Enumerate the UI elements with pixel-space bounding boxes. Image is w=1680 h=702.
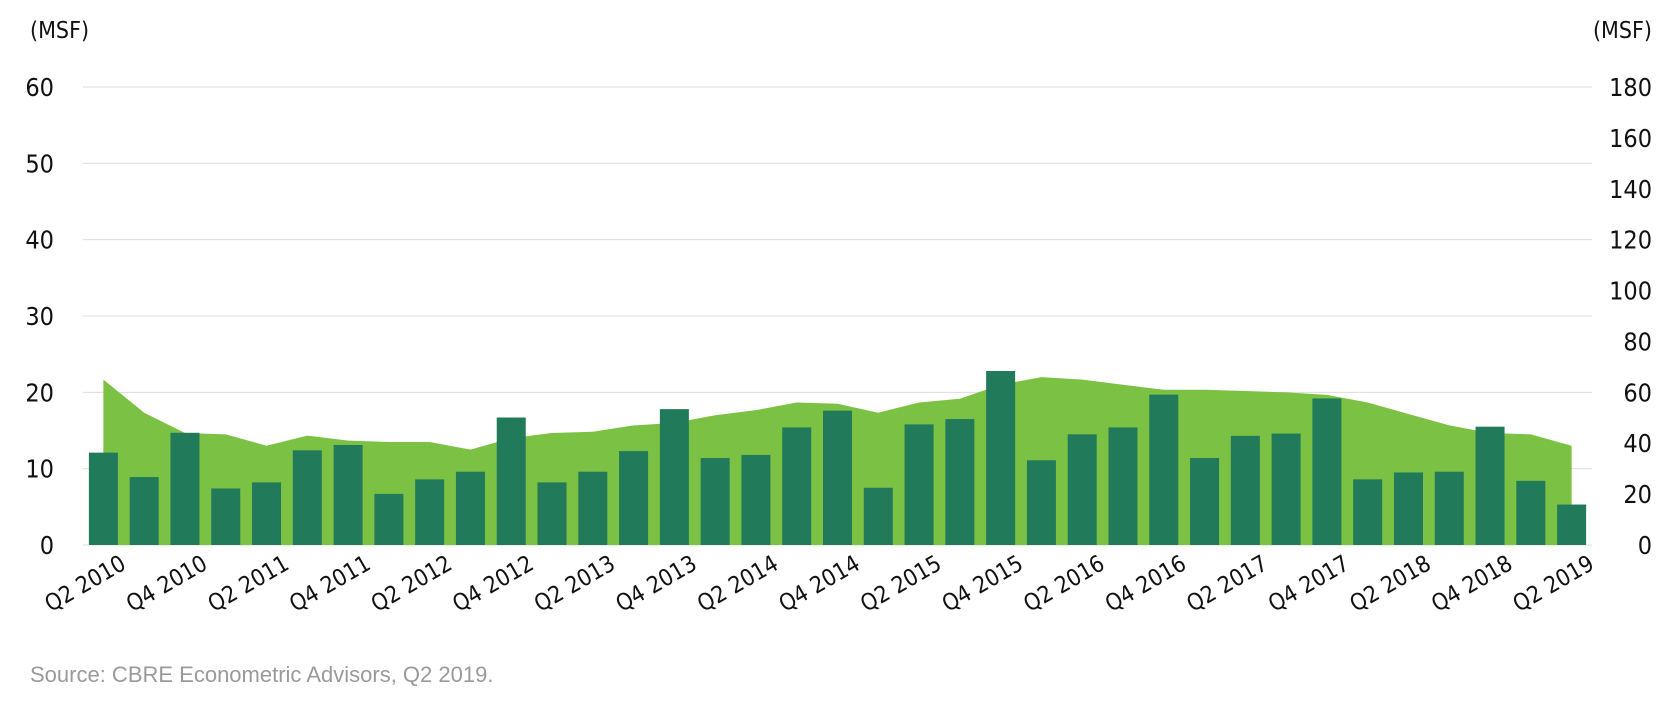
right-tick-label: 140	[1609, 175, 1652, 204]
right-tick-label: 40	[1623, 429, 1652, 458]
bar-q2-2011	[252, 482, 282, 545]
bar-q3-2015	[945, 419, 975, 545]
x-tick-label: Q4 2013	[612, 551, 702, 618]
bar-q3-2011	[292, 450, 322, 545]
bar-q1-2017	[1190, 457, 1220, 545]
right-tick-label: 160	[1609, 124, 1652, 153]
x-tick-label: Q2 2010	[41, 551, 131, 618]
right-tick-label: 20	[1623, 480, 1652, 509]
bar-q1-2018	[1353, 479, 1383, 545]
x-tick-label: Q4 2012	[448, 551, 538, 618]
bar-q1-2013	[537, 482, 567, 545]
bar-series	[88, 370, 1587, 545]
bar-q4-2011	[333, 445, 363, 545]
bar-q3-2013	[619, 451, 649, 545]
left-tick-label: 10	[25, 455, 54, 484]
bar-q3-2012	[455, 471, 485, 545]
right-axis-label: (MSF)	[1593, 18, 1652, 44]
bar-q2-2012	[415, 479, 445, 545]
left-tick-label: 20	[25, 378, 54, 407]
left-tick-label: 0	[40, 531, 54, 560]
bar-q4-2018	[1475, 426, 1505, 545]
source-note: Source: CBRE Econometric Advisors, Q2 20…	[30, 662, 493, 687]
x-tick-label: Q4 2011	[285, 551, 375, 618]
x-tick-label: Q2 2013	[530, 551, 620, 618]
bar-q2-2016	[1067, 434, 1097, 545]
right-tick-label: 60	[1623, 378, 1652, 407]
x-tick-label: Q4 2014	[775, 551, 865, 618]
left-tick-label: 30	[25, 302, 54, 331]
right-tick-label: 100	[1609, 277, 1652, 306]
bar-q4-2017	[1312, 398, 1342, 545]
bar-q4-2015	[986, 370, 1016, 545]
bar-q1-2011	[211, 488, 241, 545]
bar-q1-2019	[1516, 480, 1546, 545]
x-tick-label: Q2 2014	[693, 551, 783, 618]
bar-q1-2012	[374, 493, 404, 545]
bar-q1-2016	[1026, 460, 1056, 545]
bar-q4-2013	[659, 409, 689, 545]
x-tick-label: Q2 2019	[1509, 551, 1599, 618]
bar-q1-2015	[863, 487, 893, 545]
bar-q4-2010	[170, 432, 200, 545]
bar-q2-2014	[741, 454, 771, 545]
x-tick-label: Q4 2017	[1264, 551, 1354, 618]
bar-q3-2017	[1271, 433, 1301, 545]
right-axis-ticks: 0 20 40 60 80 100 120 140 160 180	[1609, 73, 1652, 560]
x-tick-label: Q2 2016	[1019, 551, 1109, 618]
x-tick-label: Q2 2015	[856, 551, 946, 618]
x-tick-label: Q2 2018	[1346, 551, 1436, 618]
x-tick-label: Q4 2018	[1427, 551, 1517, 618]
bar-q3-2016	[1108, 427, 1138, 545]
bar-q2-2010	[88, 452, 118, 545]
bar-q4-2016	[1149, 394, 1179, 545]
bar-q2-2019	[1557, 504, 1587, 545]
bar-q2-2015	[904, 424, 934, 545]
bar-q3-2018	[1434, 471, 1464, 545]
bar-q4-2012	[496, 417, 526, 545]
right-tick-label: 80	[1623, 327, 1652, 356]
bar-q2-2018	[1393, 472, 1423, 545]
bar-q3-2014	[782, 427, 812, 545]
x-tick-label: Q2 2011	[204, 551, 294, 618]
bar-q3-2010	[129, 477, 159, 545]
bar-q2-2013	[578, 471, 608, 545]
left-axis-ticks: 0 10 20 30 40 50 60	[25, 73, 54, 560]
bar-q2-2017	[1230, 435, 1260, 545]
x-tick-label: Q4 2010	[122, 551, 212, 618]
x-tick-label: Q2 2012	[367, 551, 457, 618]
x-tick-label: Q4 2016	[1101, 551, 1191, 618]
x-tick-label: Q2 2017	[1183, 551, 1273, 618]
bar-q4-2014	[823, 410, 852, 545]
right-tick-label: 180	[1609, 73, 1652, 102]
left-tick-label: 50	[25, 149, 54, 178]
left-tick-label: 60	[25, 73, 54, 102]
x-tick-label: Q4 2015	[938, 551, 1028, 618]
left-tick-label: 40	[25, 226, 54, 255]
right-tick-label: 120	[1609, 226, 1652, 255]
right-tick-label: 0	[1638, 531, 1652, 560]
left-axis-label: (MSF)	[30, 18, 89, 44]
bar-q1-2014	[700, 457, 730, 545]
